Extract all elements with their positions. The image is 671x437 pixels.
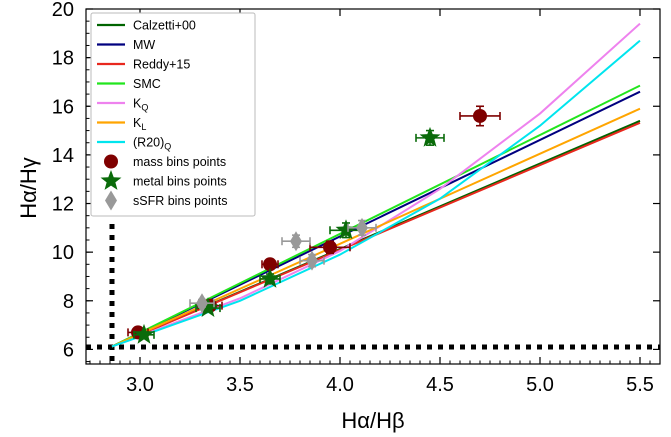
y-tick-label: 12 — [52, 194, 74, 216]
y-tick-label: 6 — [63, 339, 74, 361]
legend-label: SMC — [133, 77, 161, 91]
metal-bins-points-marker — [197, 297, 219, 317]
ssfr-bins-points-marker — [306, 250, 318, 271]
y-tick-label: 18 — [52, 48, 74, 70]
data-points — [127, 105, 501, 344]
legend-label: Reddy+15 — [133, 58, 190, 72]
mass-bins-points-marker — [323, 240, 337, 255]
legend-label: mass bins points — [133, 155, 226, 169]
legend-label: Calzetti+00 — [133, 19, 196, 33]
y-tick-label: 16 — [52, 96, 74, 118]
x-tick-label: 3.5 — [226, 374, 254, 396]
x-tick-label: 3.0 — [126, 374, 154, 396]
y-tick-label: 14 — [52, 145, 74, 167]
x-tick-label: 4.0 — [326, 374, 354, 396]
y-tick-label: 10 — [52, 242, 74, 264]
plot-frame — [85, 8, 661, 365]
y-tick-label: 8 — [63, 291, 74, 313]
metal-bins-points-marker — [335, 219, 357, 240]
legend-label: sSFR bins points — [133, 194, 227, 208]
y-axis: 6 8 10 12 14 16 18 20 — [52, 0, 660, 363]
metal-bins-points-marker — [419, 126, 441, 147]
legend-marker — [105, 190, 117, 211]
legend-label: metal bins points — [133, 175, 227, 189]
x-tick-label: 4.5 — [426, 374, 454, 396]
mass-bins-points-marker — [263, 257, 277, 272]
y-tick-label: 20 — [52, 0, 74, 21]
reference-lines — [86, 224, 660, 364]
legend-marker — [104, 154, 118, 169]
ssfr-bins-points-marker — [356, 217, 368, 238]
ssfr-bins-points-marker — [290, 231, 302, 252]
legend-label: (R20)Q — [133, 136, 171, 152]
metal-bins-points-marker — [133, 323, 155, 344]
x-axis-title: Hα/Hβ — [341, 408, 404, 433]
metal-bins-points-marker — [259, 267, 281, 288]
x-tick-label: 5.5 — [626, 374, 654, 396]
legend-box — [90, 12, 256, 217]
legend-marker — [100, 170, 122, 190]
x-axis: 3.0 3.5 4.0 4.5 5.0 5.5 — [89, 9, 661, 396]
legend-label: MW — [133, 38, 155, 52]
ssfr-bins-points-marker — [196, 293, 208, 314]
mass-bins-points-marker — [473, 108, 487, 123]
x-tick-label: 5.0 — [526, 374, 554, 396]
y-axis-title: Hα/Hγ — [16, 157, 41, 219]
